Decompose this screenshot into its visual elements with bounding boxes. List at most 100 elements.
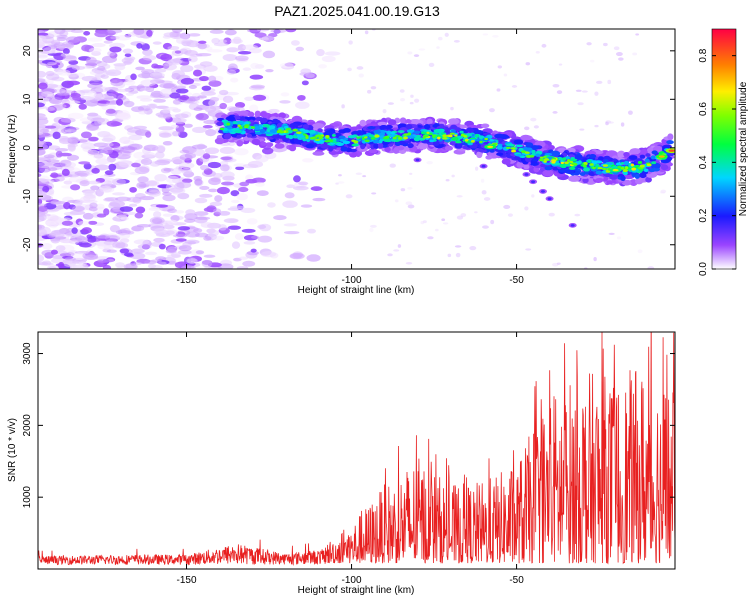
spectrogram-signal-blob: [367, 125, 376, 130]
figure-title: PAZ1.2025.041.00.19.G13: [274, 3, 440, 19]
spectrogram-noise-blob: [188, 33, 201, 37]
spectrogram-x-tick-label: -50: [509, 275, 524, 286]
spectrogram-signal-blob: [390, 131, 395, 135]
spectrogram-signal-blob: [595, 170, 603, 175]
spectrogram-signal-blob: [644, 158, 650, 163]
spectrogram-noise-blob: [130, 248, 145, 254]
spectrogram-noise-blob: [60, 117, 76, 123]
spectrogram-noise-blob: [45, 106, 55, 112]
spectrogram-signal-blob: [399, 140, 407, 145]
spectrogram-noise-blob: [38, 143, 49, 151]
spectrogram-signal-blob: [226, 122, 231, 126]
spectrogram-noise-blob: [156, 158, 173, 164]
spectrogram-noise-blob: [179, 154, 193, 161]
spectrogram-signal-blob: [387, 119, 397, 126]
spectrogram-noise-blob: [137, 176, 149, 184]
spectrogram-signal-blob: [240, 116, 246, 121]
spectrogram-noise-blob: [195, 216, 211, 220]
spectrogram-noise-blob: [115, 88, 131, 93]
spectrogram-noise-blob: [148, 103, 158, 109]
spectrogram-signal-blob: [606, 163, 612, 168]
spectrogram-signal-blob: [650, 155, 656, 160]
spectrogram-noise-blob: [242, 163, 259, 169]
spectrogram-noise-blob: [78, 161, 91, 165]
spectrogram-noise-blob: [297, 94, 306, 101]
spectrogram-noise-blob: [61, 168, 70, 177]
spectrogram-noise-blob: [194, 211, 209, 216]
spectrogram-noise-blob: [280, 92, 290, 97]
spectrogram-signal-blob: [424, 123, 431, 130]
spectrogram-noise-blob: [140, 158, 153, 166]
spectrogram-noise-blob: [175, 210, 185, 214]
spectrogram-noise-blob: [76, 236, 89, 243]
spectrogram-noise-blob: [195, 250, 205, 255]
spectrogram-noise-blob: [483, 197, 491, 201]
spectrogram-signal-blob: [312, 151, 325, 156]
spectrogram-noise-blob: [122, 211, 136, 216]
spectrogram-signal-blob: [214, 137, 225, 145]
spectrogram-noise-blob: [153, 211, 162, 218]
spectrogram-noise-blob: [239, 181, 250, 187]
spectrogram-noise-blob: [608, 232, 615, 235]
spectrogram-noise-blob: [70, 184, 81, 191]
spectrogram-signal-blob: [530, 145, 539, 150]
spectrogram-noise-blob: [405, 201, 413, 206]
spectrogram-noise-blob: [47, 214, 59, 222]
spectrogram-noise-blob: [492, 34, 499, 38]
snr-y-label: SNR (10 * v/v): [7, 418, 18, 482]
spectrogram-noise-blob: [438, 36, 443, 41]
spectrogram-signal-blob: [474, 138, 482, 142]
snr-x-label: Height of straight line (km): [298, 585, 415, 596]
spectrogram-noise-blob: [155, 105, 169, 110]
spectrogram-noise-blob: [236, 193, 248, 201]
spectrogram-noise-blob: [170, 124, 179, 129]
spectrogram-noise-blob: [135, 206, 146, 214]
spectrogram-signal-blob: [360, 144, 366, 150]
spectrogram-signal-blob: [543, 155, 547, 158]
spectrogram-signal-blob: [560, 161, 564, 165]
spectrogram-noise-blob: [511, 85, 518, 88]
spectrogram-signal-blob: [420, 131, 428, 135]
spectrogram-noise-blob: [393, 249, 400, 252]
spectrogram-noise-blob: [158, 126, 175, 131]
spectrogram-noise-blob: [316, 49, 325, 57]
spectrogram-x-label: Height of straight line (km): [298, 285, 415, 296]
spectrogram-noise-blob: [574, 213, 581, 217]
spectrogram-noise-blob: [451, 174, 455, 178]
spectrogram-signal-blob: [531, 149, 536, 154]
spectrogram-noise-blob: [44, 125, 57, 129]
spectrogram-noise-blob: [128, 135, 143, 141]
spectrogram-noise-blob: [389, 163, 396, 168]
snr-y-tick-label: 1000: [22, 486, 33, 509]
spectrogram-noise-blob: [475, 166, 479, 171]
spectrogram-noise-blob: [48, 97, 63, 105]
spectrogram-noise-blob: [116, 109, 130, 118]
spectrogram-noise-blob: [400, 188, 406, 192]
spectrogram-noise-blob: [200, 91, 216, 96]
spectrogram-noise-blob: [55, 245, 66, 252]
spectrogram-noise-blob: [231, 241, 241, 249]
spectrogram-noise-blob: [88, 47, 102, 53]
spectrogram-signal-blob: [573, 154, 583, 160]
spectrogram-noise-blob: [66, 260, 81, 264]
spectrogram-signal-blob: [651, 150, 658, 155]
spectrogram-noise-blob: [153, 237, 165, 243]
spectrogram-signal-blob: [591, 160, 598, 165]
spectrogram-noise-blob: [79, 172, 89, 178]
spectrogram-signal-blob: [397, 137, 403, 140]
spectrogram-signal-blob: [562, 157, 567, 161]
spectrogram-noise-blob: [72, 96, 82, 101]
spectrogram-noise-blob: [169, 92, 181, 99]
spectrogram-signal-blob: [324, 140, 331, 143]
spectrogram-noise-blob: [218, 210, 231, 216]
spectrogram-noise-blob: [171, 29, 183, 33]
spectrogram-noise-blob: [382, 108, 387, 114]
spectrogram-noise-blob: [157, 80, 173, 84]
spectrogram-noise-blob: [262, 147, 274, 155]
spectrogram-noise-blob: [290, 40, 300, 46]
spectrogram-signal-blob: [622, 169, 628, 173]
spectrogram-noise-blob: [212, 235, 225, 241]
spectrogram-noise-blob: [191, 126, 207, 134]
spectrogram-noise-blob: [104, 142, 114, 147]
spectrogram-noise-blob: [369, 227, 374, 233]
